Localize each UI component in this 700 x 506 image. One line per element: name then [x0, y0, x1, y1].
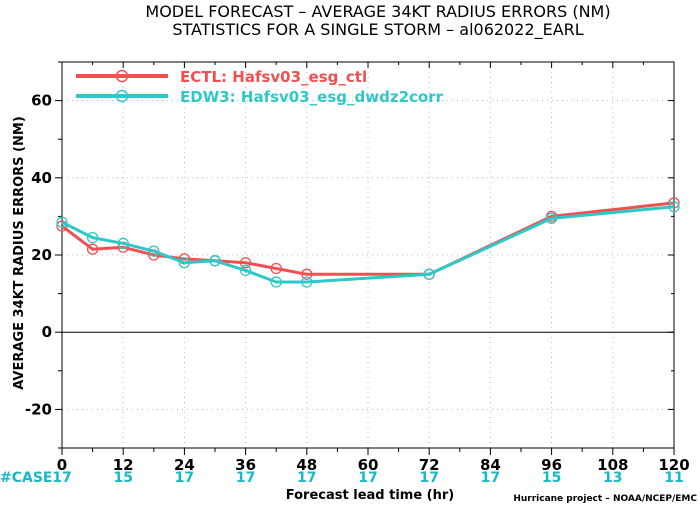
series-2-point: [239, 264, 252, 277]
case-label: #CASE: [0, 470, 53, 486]
series-1-point: [301, 268, 313, 280]
case-count: 15: [113, 470, 132, 486]
series-2-point: [56, 216, 68, 228]
x-tick-label: 24: [174, 456, 195, 474]
series-2-point: [117, 237, 129, 250]
case-count: 17: [52, 470, 71, 486]
x-tick-label: 108: [597, 456, 628, 474]
x-tick-label: 120: [658, 456, 689, 474]
case-count: 15: [542, 470, 561, 486]
series-1-point: [86, 243, 99, 255]
credit-text: Hurricane project – NOAA/NCEP/EMC: [513, 494, 697, 504]
series-1-point: [270, 262, 282, 275]
x-axis-label: Forecast lead time (hr): [286, 488, 454, 503]
chart-subtitle: STATISTICS FOR A SINGLE STORM – al062022…: [172, 20, 583, 40]
series-2-point: [209, 255, 221, 267]
legend: ECTL: Hafsv03_esg_ctl EDW3: Hafsv03_esg_d…: [76, 68, 444, 106]
series-2-point: [148, 245, 160, 257]
case-count: 17: [419, 470, 438, 486]
series-line-2: [61, 205, 675, 284]
y-tick-label: 40: [31, 169, 52, 187]
x-tick-label: 84: [480, 456, 501, 474]
x-tick-label: 60: [358, 456, 379, 474]
series-2-point: [178, 257, 191, 269]
case-count: 17: [236, 470, 255, 486]
y-axis-label: AVERAGE 34KT RADIUS ERRORS (NM): [12, 116, 27, 390]
case-count: 17: [175, 470, 194, 486]
grid: [62, 62, 674, 448]
series-line-1: [61, 201, 675, 276]
legend-label-1: ECTL: Hafsv03_esg_ctl: [180, 68, 367, 86]
series-2-point: [545, 212, 558, 224]
chart-title: MODEL FORECAST – AVERAGE 34KT RADIUS ERR…: [145, 2, 610, 21]
axes: 0 12 24 36 48 60 72 84 96 108 120 -20 0 20 40 60: [25, 61, 690, 474]
case-count: 13: [603, 470, 622, 486]
x-tick-label: 48: [296, 456, 317, 474]
series: [56, 197, 680, 288]
case-counts: 17 15 17 17 17 17 17 17 15 13 11: [52, 470, 683, 486]
y-tick-label: 20: [31, 246, 52, 264]
series-2-point: [270, 276, 282, 288]
x-tick-label: 12: [113, 456, 134, 474]
y-tick-label: -20: [25, 400, 52, 418]
case-count: 17: [358, 470, 377, 486]
series-2-point: [301, 276, 313, 288]
x-tick-label: 0: [57, 456, 67, 474]
series-2-point: [423, 268, 435, 280]
x-tick-label: 36: [235, 456, 256, 474]
legend-marker-2: [115, 89, 129, 103]
y-tick-label: 0: [42, 323, 52, 341]
x-tick-label: 96: [541, 456, 562, 474]
legend-label-2: EDW3: Hafsv03_esg_dwdz2corr: [180, 88, 444, 106]
x-tick-label: 72: [419, 456, 440, 474]
legend-marker-1: [115, 69, 129, 83]
y-tick-label: 60: [31, 92, 52, 110]
series-2-point: [668, 201, 680, 213]
case-count: 17: [297, 470, 316, 486]
series-2-point: [86, 231, 99, 244]
case-count: 11: [664, 470, 683, 486]
case-count: 17: [481, 470, 500, 486]
series-1-point: [239, 257, 252, 269]
